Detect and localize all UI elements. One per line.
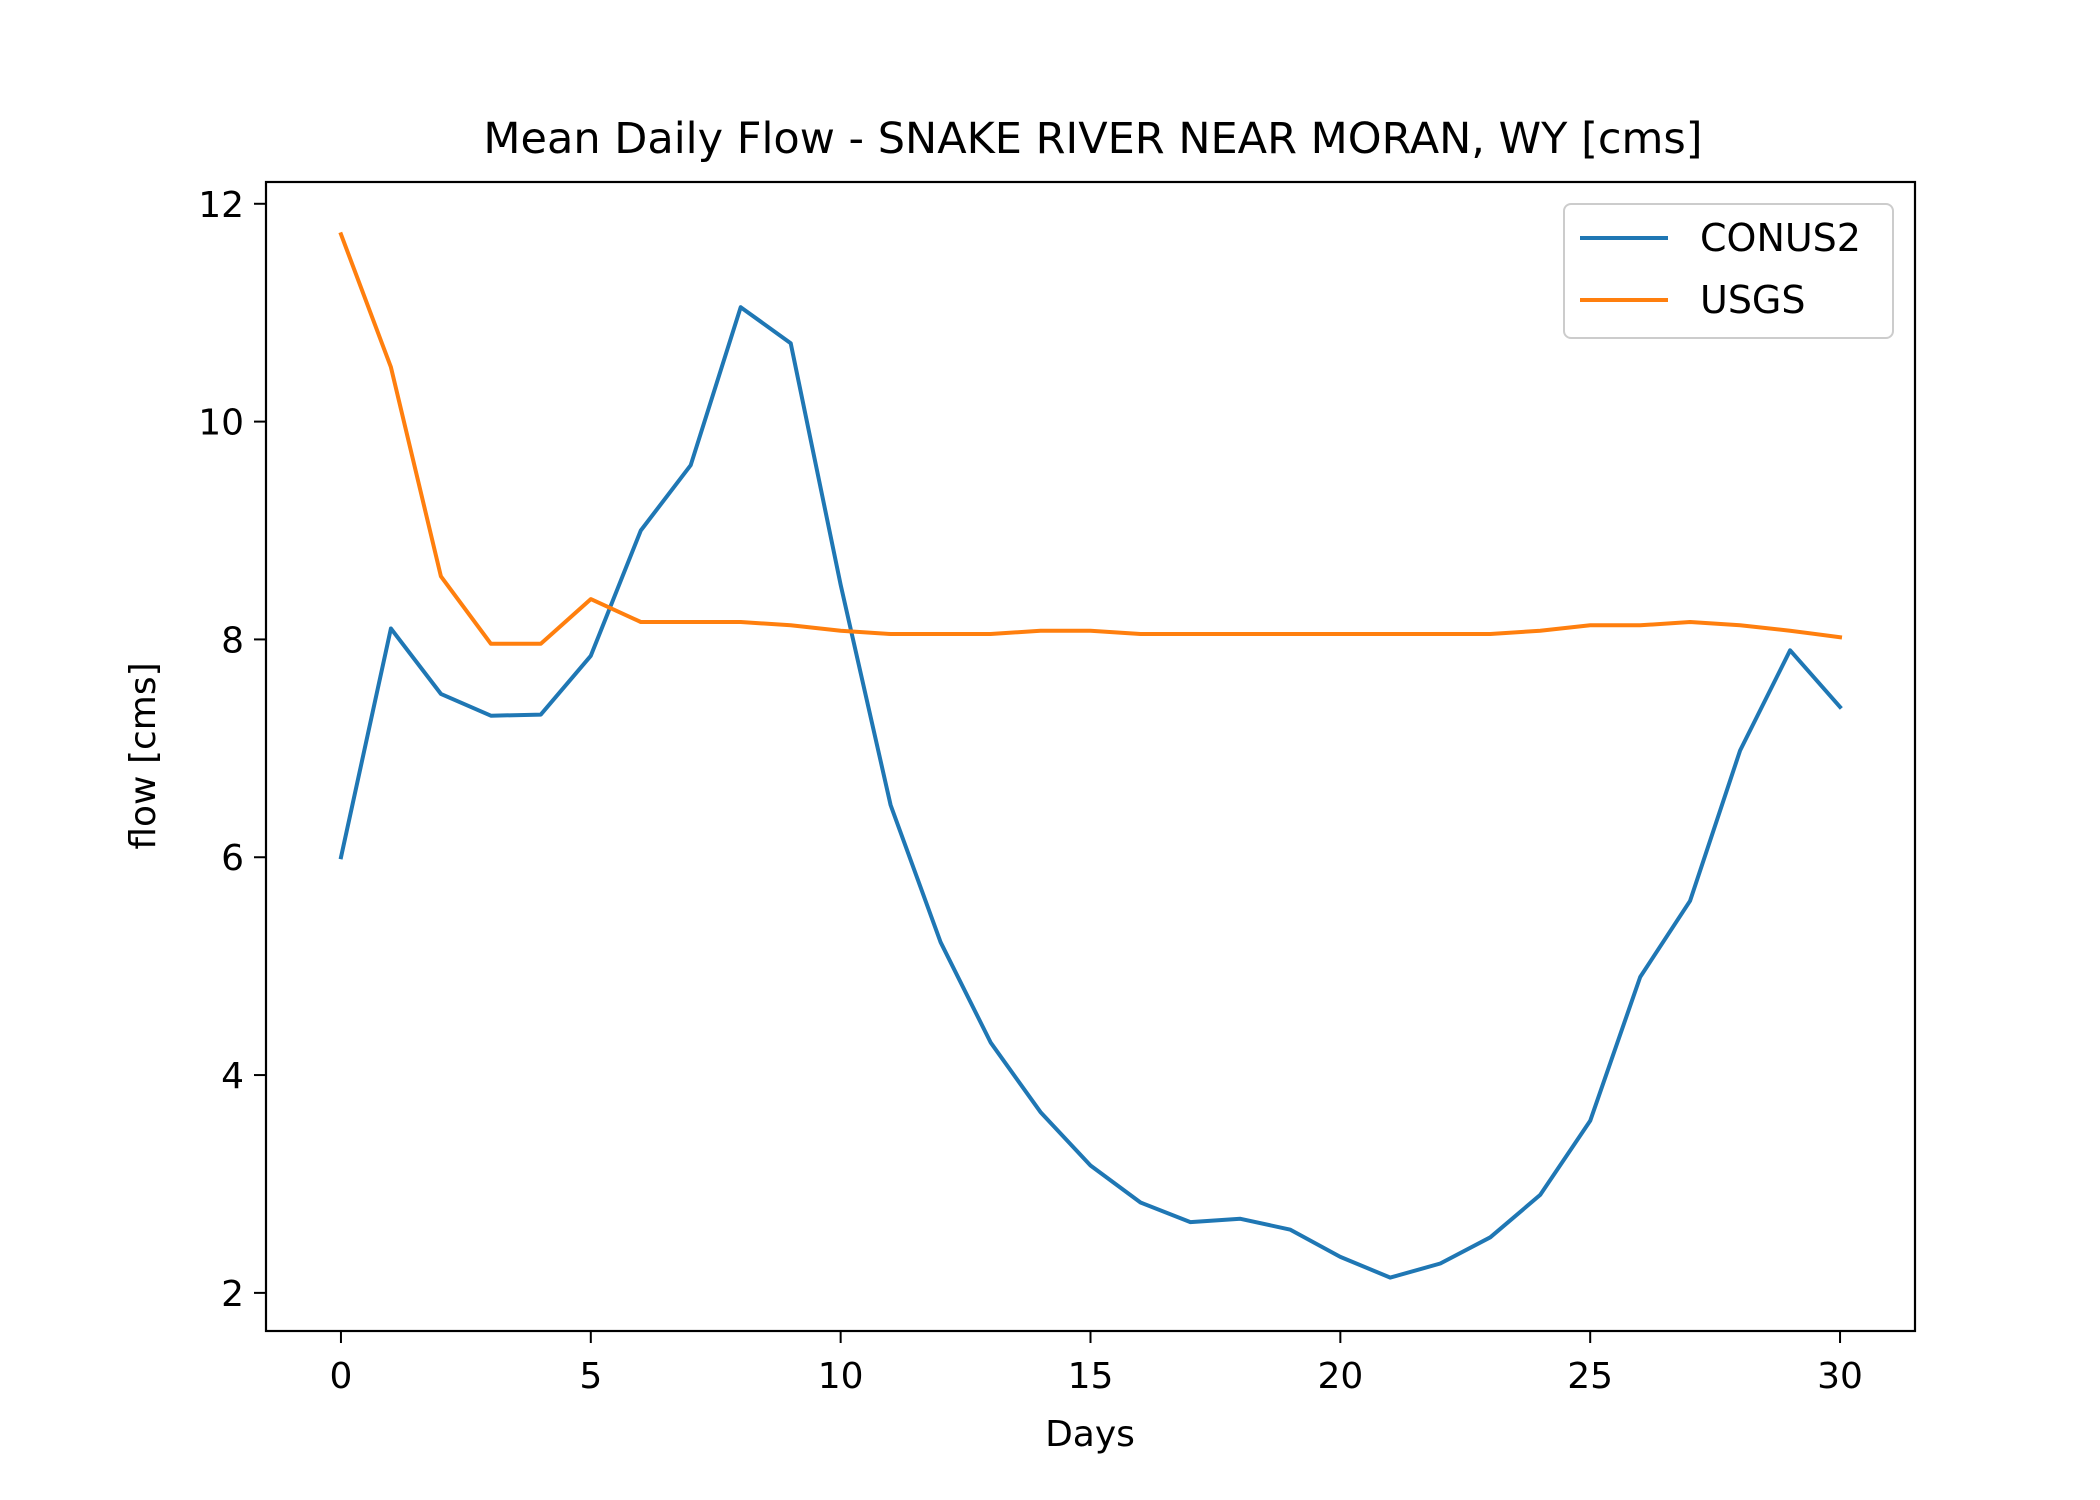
series-layer <box>338 231 1843 1280</box>
series-line-conus2 <box>338 305 1843 1280</box>
x-tick-label: 5 <box>579 1356 602 1397</box>
legend-label-conus2: CONUS2 <box>1700 216 1861 260</box>
x-tick-label: 10 <box>818 1356 864 1397</box>
y-tick-label: 2 <box>221 1274 244 1315</box>
chart-title: Mean Daily Flow - SNAKE RIVER NEAR MORAN… <box>483 114 1702 164</box>
x-axis-ticks: 0 5 10 15 20 25 30 <box>330 1331 1863 1397</box>
x-tick-label: 20 <box>1317 1356 1363 1397</box>
legend-label-usgs: USGS <box>1700 278 1806 322</box>
y-tick-label: 6 <box>221 838 244 879</box>
x-axis-label: Days <box>1045 1414 1135 1455</box>
legend: CONUS2 USGS <box>1563 203 1894 339</box>
y-axis-ticks: 2 4 6 8 10 12 <box>198 185 266 1315</box>
y-axis-label: flow [cms] <box>123 662 164 849</box>
x-tick-label: 0 <box>330 1356 353 1397</box>
x-tick-label: 30 <box>1817 1356 1863 1397</box>
y-tick-label: 8 <box>221 620 244 661</box>
x-tick-label: 25 <box>1567 1356 1613 1397</box>
series-line-usgs <box>338 231 1843 646</box>
x-tick-label: 15 <box>1068 1356 1114 1397</box>
y-tick-label: 4 <box>221 1056 244 1097</box>
y-tick-label: 10 <box>198 403 244 444</box>
y-tick-label: 12 <box>198 185 244 226</box>
